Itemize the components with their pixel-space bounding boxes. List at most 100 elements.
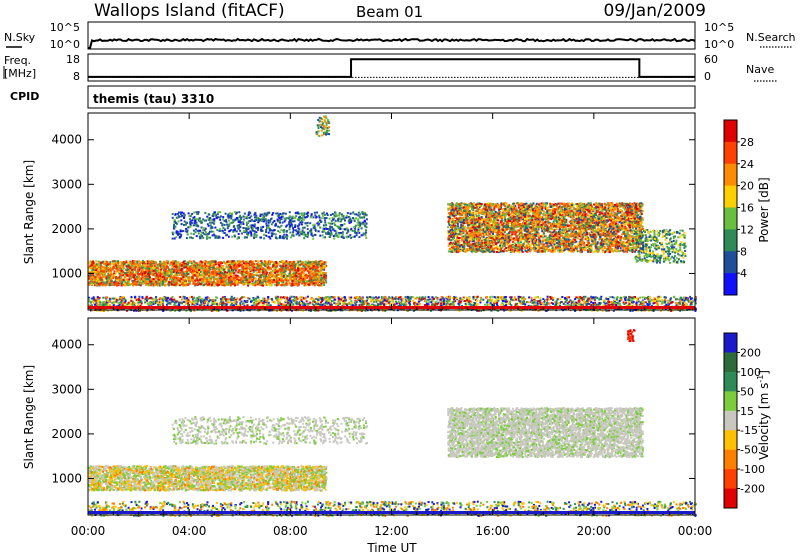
echo-cell (143, 271, 146, 273)
echo-cell (311, 268, 314, 271)
echo-cell (337, 225, 340, 228)
echo-cell (168, 276, 170, 279)
echo-cell (363, 214, 366, 217)
echo-cell (143, 272, 146, 275)
echo-cell (131, 268, 134, 271)
echo-cell (290, 278, 293, 281)
echo-cell (247, 276, 250, 279)
echo-cell (260, 265, 263, 268)
echo-cell (325, 232, 328, 235)
echo-cell (298, 212, 301, 215)
echo-cell (192, 265, 195, 268)
echo-cell (163, 278, 166, 281)
echo-cell (300, 273, 303, 275)
echo-cell (202, 231, 205, 234)
echo-cell (354, 231, 357, 234)
echo-cell (237, 279, 240, 282)
echo-cell (241, 277, 244, 280)
echo-cell (95, 260, 97, 263)
echo-cell (242, 218, 245, 221)
echo-cell (326, 214, 329, 216)
echo-cell (263, 260, 266, 263)
echo-cell (289, 231, 292, 234)
echo-cell (183, 220, 186, 223)
echo-cell (318, 135, 321, 138)
echo-cell (323, 217, 326, 220)
echo-cell (170, 280, 173, 283)
echo-cell (169, 278, 172, 281)
echo-cell (188, 281, 191, 284)
echo-cell (197, 225, 200, 228)
echo-cell (188, 265, 191, 268)
echo-cell (215, 274, 218, 277)
echo-cell (237, 221, 240, 223)
echo-cell (324, 261, 327, 264)
echo-cell (172, 271, 175, 274)
echo-cell (240, 272, 243, 275)
echo-cell (247, 284, 250, 287)
echo-cell (252, 229, 255, 232)
echo-cell (329, 214, 332, 216)
echo-cell (154, 272, 157, 275)
echo-cell (136, 278, 139, 281)
echo-cell (345, 232, 348, 235)
echo-cell (334, 234, 337, 237)
echo-cell (306, 262, 309, 265)
echo-cell (308, 283, 311, 286)
echo-cell (239, 272, 242, 274)
echo-cell (283, 271, 285, 274)
echo-cell (183, 223, 185, 226)
echo-cell (265, 231, 268, 233)
echo-cell (211, 214, 214, 217)
echo-cell (183, 265, 186, 268)
echo-cell (150, 269, 153, 272)
echo-cell (312, 265, 315, 268)
echo-cell (324, 279, 327, 282)
echo-cell (213, 284, 216, 287)
echo-cell (310, 232, 313, 235)
echo-cell (253, 225, 256, 228)
echo-cell (181, 214, 184, 217)
echo-cell (203, 233, 206, 236)
echo-cell (284, 265, 287, 268)
echo-cell (317, 260, 320, 263)
echo-cell (147, 264, 150, 267)
echo-cell (234, 268, 237, 270)
echo-cell (131, 279, 134, 282)
echo-cell (222, 273, 225, 276)
echo-cell (159, 260, 162, 263)
echo-cell (314, 279, 317, 282)
echo-cell (343, 228, 346, 231)
echo-cell (301, 281, 304, 284)
echo-cell (301, 263, 304, 266)
echo-cell (236, 262, 239, 265)
echo-cell (218, 230, 221, 233)
echo-cell (234, 274, 237, 277)
echo-cell (256, 216, 259, 219)
echo-cell (185, 237, 188, 240)
echo-cell (108, 281, 111, 284)
echo-cell (270, 232, 273, 235)
echo-cell (118, 270, 121, 273)
echo-cell (287, 263, 290, 266)
echo-cell (344, 229, 347, 232)
echo-cell (253, 224, 256, 227)
echo-cell (133, 268, 136, 271)
echo-cell (88, 270, 91, 273)
echo-cell (166, 271, 169, 274)
cpid-label: CPID (10, 90, 39, 103)
echo-cell (265, 214, 268, 217)
echo-cell (275, 270, 278, 273)
echo-cell (221, 267, 224, 270)
echo-cell (309, 216, 312, 219)
echo-cell (105, 276, 108, 279)
echo-cell (179, 277, 182, 280)
echo-cell (301, 229, 304, 232)
echo-cell (204, 232, 207, 235)
echo-cell (197, 211, 200, 214)
echo-cell (297, 261, 300, 264)
echo-cell (140, 270, 143, 273)
echo-cell (325, 124, 328, 127)
echo-cell (118, 278, 121, 281)
echo-cell (117, 260, 120, 263)
